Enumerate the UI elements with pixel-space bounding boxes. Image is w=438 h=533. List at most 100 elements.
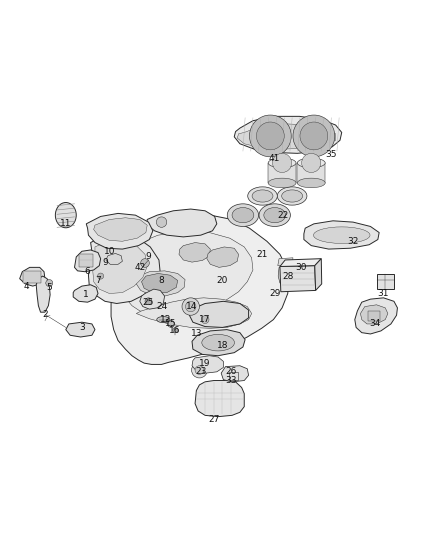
Polygon shape: [192, 356, 223, 373]
Ellipse shape: [232, 207, 254, 223]
Polygon shape: [94, 218, 147, 241]
Polygon shape: [88, 232, 160, 303]
Text: 29: 29: [269, 289, 280, 298]
Polygon shape: [234, 116, 342, 154]
Text: 20: 20: [217, 276, 228, 285]
Text: 13: 13: [191, 329, 202, 338]
Ellipse shape: [268, 178, 296, 188]
Text: 2: 2: [42, 310, 48, 319]
Circle shape: [201, 316, 209, 324]
Ellipse shape: [55, 203, 76, 228]
Text: 19: 19: [199, 359, 211, 368]
Circle shape: [173, 327, 178, 333]
Polygon shape: [237, 124, 336, 149]
Polygon shape: [73, 285, 98, 302]
Circle shape: [98, 273, 104, 279]
Polygon shape: [106, 254, 122, 264]
Text: 27: 27: [208, 415, 219, 424]
Circle shape: [145, 298, 152, 305]
Text: 5: 5: [46, 283, 52, 292]
Ellipse shape: [297, 178, 325, 188]
Polygon shape: [140, 289, 165, 309]
Circle shape: [141, 259, 149, 268]
Polygon shape: [136, 271, 185, 296]
Polygon shape: [36, 276, 50, 312]
Circle shape: [302, 154, 321, 173]
Text: 23: 23: [195, 367, 206, 376]
Text: 15: 15: [165, 319, 176, 328]
Text: 14: 14: [186, 302, 198, 311]
Ellipse shape: [248, 187, 277, 205]
Polygon shape: [355, 298, 397, 334]
Circle shape: [195, 366, 204, 375]
Polygon shape: [221, 366, 249, 382]
Circle shape: [156, 217, 167, 228]
Polygon shape: [268, 163, 296, 183]
Text: 7: 7: [95, 276, 101, 285]
Text: 30: 30: [295, 263, 307, 272]
Text: 18: 18: [217, 341, 228, 350]
Text: 11: 11: [60, 220, 71, 228]
Text: 3: 3: [79, 323, 85, 332]
Bar: [23, 271, 41, 283]
Circle shape: [46, 279, 53, 287]
Polygon shape: [74, 250, 101, 272]
Ellipse shape: [227, 204, 258, 227]
Ellipse shape: [264, 207, 286, 223]
Circle shape: [250, 115, 291, 157]
Polygon shape: [297, 163, 325, 183]
Ellipse shape: [157, 317, 170, 322]
Polygon shape: [20, 268, 45, 286]
Text: 21: 21: [256, 250, 267, 259]
Circle shape: [293, 115, 335, 157]
Ellipse shape: [202, 334, 234, 351]
Ellipse shape: [282, 190, 303, 202]
Polygon shape: [280, 259, 321, 266]
Ellipse shape: [297, 158, 325, 168]
Polygon shape: [207, 247, 239, 268]
Circle shape: [185, 301, 196, 312]
Circle shape: [191, 362, 207, 378]
Text: 17: 17: [199, 315, 211, 324]
Text: 9: 9: [102, 257, 108, 266]
Text: 10: 10: [103, 247, 115, 256]
Text: 4: 4: [24, 281, 29, 290]
Polygon shape: [304, 221, 379, 249]
Text: 1: 1: [83, 290, 89, 300]
Text: 35: 35: [325, 150, 337, 159]
Circle shape: [300, 122, 328, 150]
Polygon shape: [189, 301, 249, 327]
Ellipse shape: [259, 204, 290, 227]
Polygon shape: [280, 265, 316, 292]
Bar: [368, 311, 380, 321]
Text: 8: 8: [159, 276, 164, 285]
Bar: [377, 274, 394, 289]
Polygon shape: [278, 258, 293, 265]
Text: 33: 33: [226, 376, 237, 385]
Polygon shape: [192, 329, 245, 356]
Polygon shape: [136, 298, 252, 328]
Polygon shape: [179, 243, 210, 262]
Ellipse shape: [268, 158, 296, 168]
Text: 41: 41: [269, 154, 280, 163]
Ellipse shape: [277, 187, 307, 205]
Text: 16: 16: [169, 326, 180, 335]
Text: 25: 25: [143, 298, 154, 306]
Circle shape: [256, 122, 284, 150]
Polygon shape: [360, 305, 388, 324]
Text: 42: 42: [134, 263, 145, 272]
Polygon shape: [195, 381, 244, 417]
Circle shape: [182, 298, 199, 315]
Bar: [229, 372, 238, 379]
Polygon shape: [141, 273, 178, 293]
Circle shape: [168, 320, 175, 327]
Text: 31: 31: [378, 289, 389, 298]
Circle shape: [272, 154, 292, 173]
Polygon shape: [66, 322, 95, 337]
Text: 22: 22: [278, 211, 289, 220]
Polygon shape: [111, 215, 289, 365]
Text: 28: 28: [282, 272, 293, 280]
Polygon shape: [278, 268, 302, 283]
Text: 24: 24: [156, 302, 167, 311]
Polygon shape: [147, 209, 217, 237]
